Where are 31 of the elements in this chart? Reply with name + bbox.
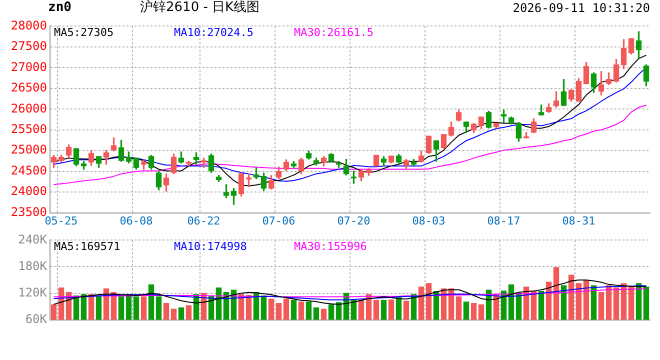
text: MA10:174998 — [174, 240, 247, 254]
chart-subtitle: zn0 — [48, 0, 72, 16]
text: MA5:27305 — [54, 26, 114, 40]
x-tick-label: 08-03 — [412, 214, 446, 228]
y-tick-label: 120K — [18, 285, 48, 300]
y-tick-label: 240K — [18, 232, 48, 246]
y-tick-label: 180K — [18, 258, 48, 273]
y-tick-label: 26500 — [10, 80, 47, 95]
x-tick-label: 07-06 — [262, 214, 296, 228]
y-tick-label: 60K — [25, 312, 48, 326]
y-tick-label: 25500 — [10, 122, 47, 136]
text: MA10:27024.5 — [174, 26, 254, 40]
x-tick-label: 05-25 — [44, 214, 78, 228]
x-tick-label: 08-17 — [487, 214, 520, 228]
chart-title: 沪锌2610 - 日K线图 — [140, 0, 260, 16]
y-tick-label: 26000 — [10, 101, 47, 116]
y-tick-label: 24000 — [10, 184, 47, 198]
y-tick-label: 25000 — [10, 142, 47, 157]
text: 2026-09-11 10:31:20 — [512, 0, 650, 16]
y-tick-label: 27000 — [10, 60, 47, 74]
x-tick-label: 08-31 — [562, 214, 596, 228]
y-tick-label: 24500 — [10, 163, 47, 178]
x-tick-label: 07-20 — [337, 214, 370, 228]
x-tick-label: 06-22 — [187, 214, 220, 228]
y-tick-label: 28000 — [10, 18, 47, 32]
text: MA30:155996 — [294, 240, 367, 254]
y-tick-label: 27500 — [10, 39, 47, 54]
text: MA5:169571 — [54, 240, 120, 254]
text: MA30:26161.5 — [294, 26, 374, 40]
y-tick-label: 23500 — [10, 204, 47, 219]
x-tick-label: 06-08 — [120, 214, 153, 228]
